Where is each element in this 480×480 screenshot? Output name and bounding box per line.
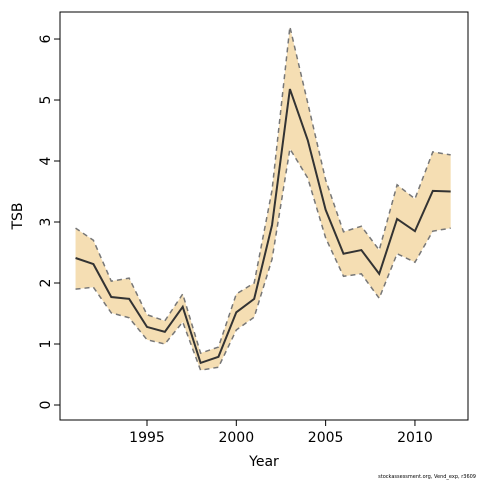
- y-tick-label: 0: [38, 401, 54, 410]
- y-tick-label: 5: [38, 96, 54, 105]
- y-tick-label: 6: [38, 34, 54, 43]
- y-tick-label: 4: [38, 156, 54, 165]
- x-tick-label: 2000: [218, 430, 254, 446]
- footnote: stockassessment.org, Vend_exp, r3609: [378, 474, 476, 480]
- x-axis-label: Year: [248, 454, 279, 470]
- confidence-band: [75, 26, 451, 371]
- y-tick-label: 3: [38, 218, 54, 227]
- x-tick-label: 2010: [397, 430, 433, 446]
- y-axis-label: TSB: [10, 202, 26, 230]
- plot-frame: [59, 11, 469, 421]
- y-tick-label: 1: [38, 340, 54, 349]
- x-tick-label: 2005: [308, 430, 344, 446]
- upper-bound: [75, 26, 451, 355]
- y-tick-label: 2: [38, 279, 54, 288]
- x-tick-label: 1995: [129, 430, 165, 446]
- lower-bound: [75, 146, 451, 372]
- line: [75, 88, 451, 365]
